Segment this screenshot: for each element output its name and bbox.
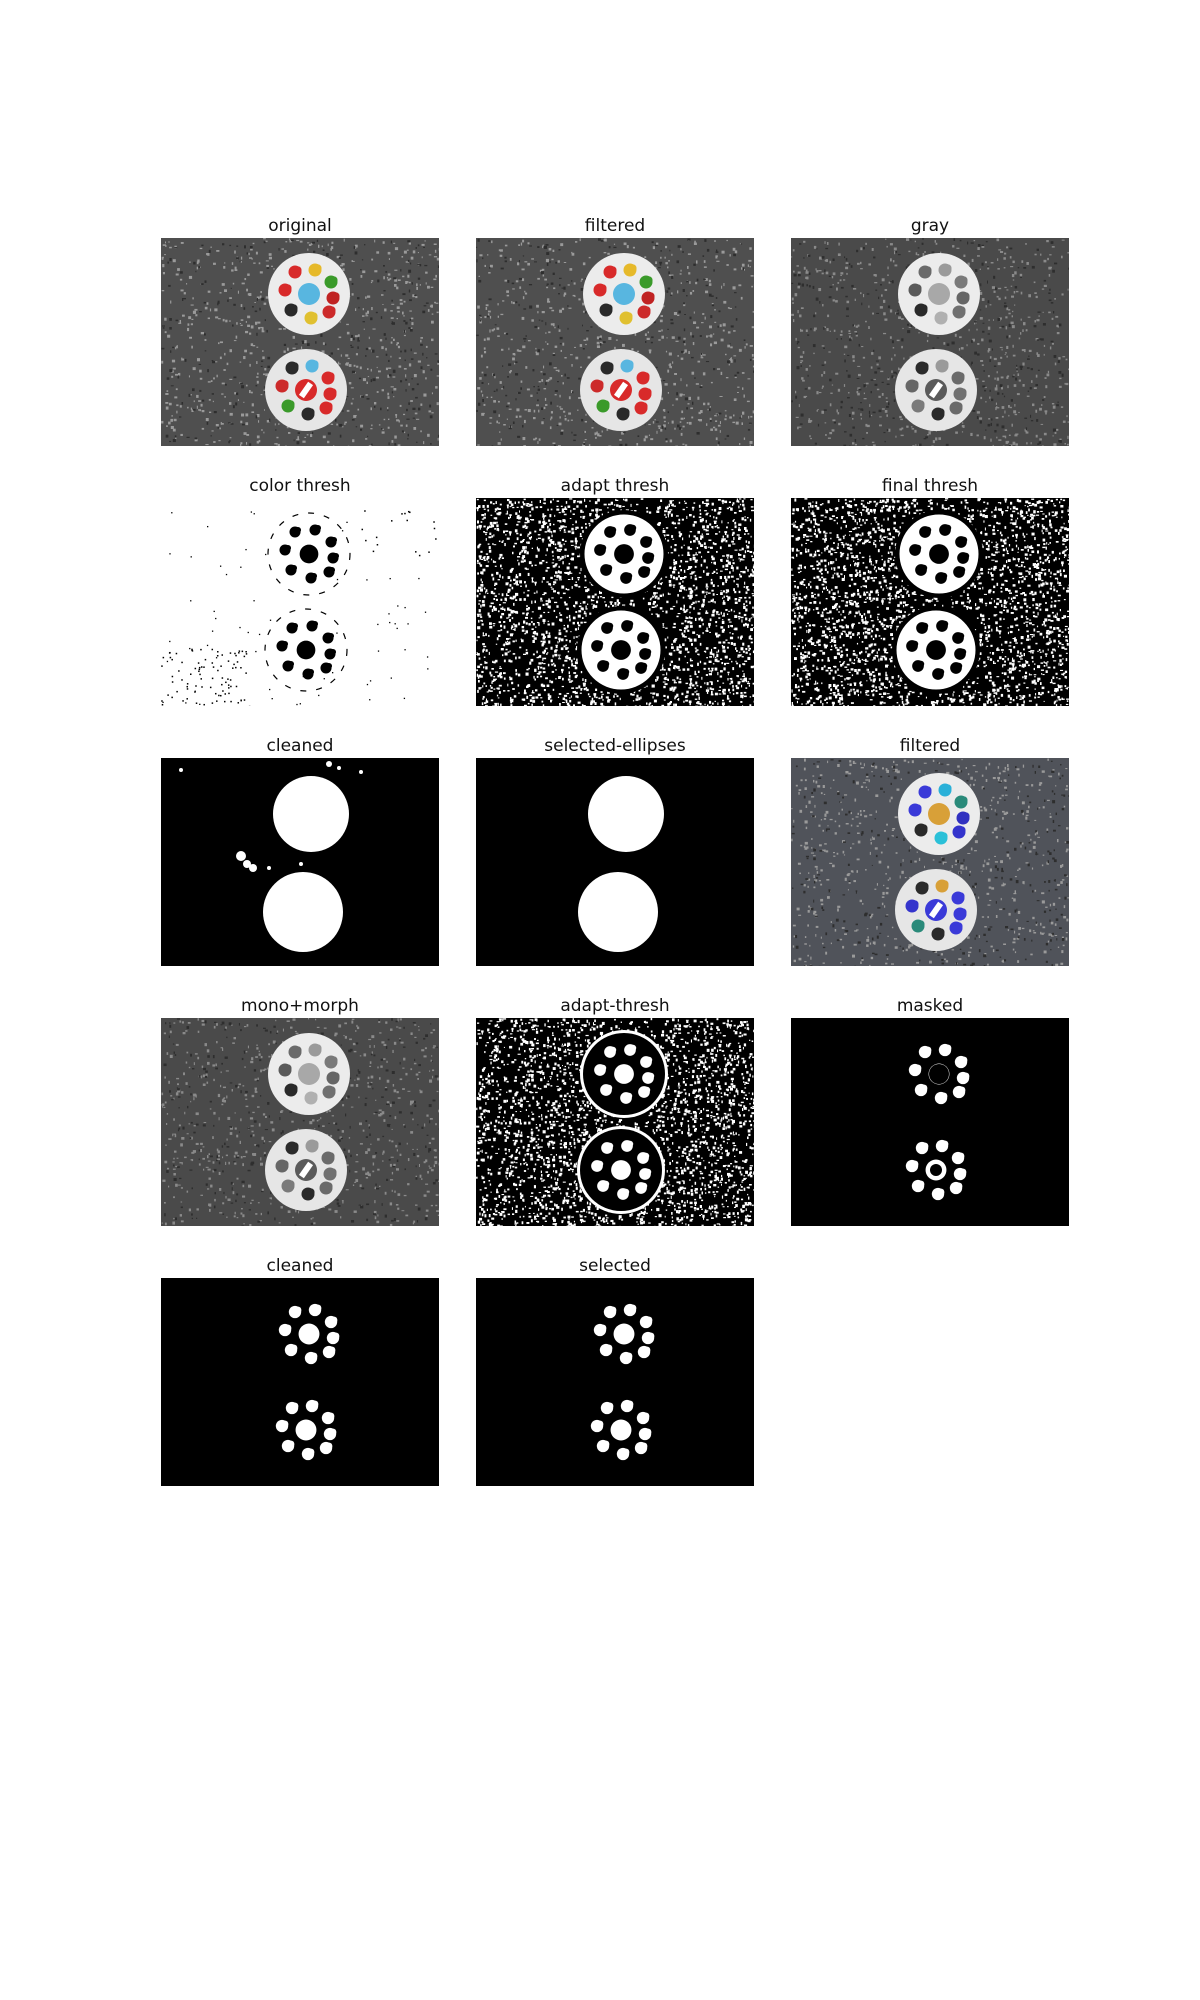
image-filtered-bluish (791, 758, 1069, 966)
image-selected-shapes (476, 1278, 754, 1486)
panel-title: adapt-thresh (560, 996, 670, 1016)
image-mono-morph (161, 1018, 439, 1226)
image-color-thresh (161, 498, 439, 706)
image-adapt-thresh-2 (476, 1018, 754, 1226)
panel-title: original (268, 216, 332, 236)
image-selected-ellipses (476, 758, 754, 966)
image-cleaned (161, 758, 439, 966)
panel-title: color thresh (249, 476, 351, 496)
image-gray (791, 238, 1069, 446)
panel-title: adapt thresh (560, 476, 670, 496)
image-final-thresh (791, 498, 1069, 706)
panel-title: gray (910, 216, 950, 236)
panel-title: selected (579, 1256, 651, 1276)
panel-title: filtered (899, 736, 961, 756)
image-adapt-thresh (476, 498, 754, 706)
panel-title: filtered (584, 216, 646, 236)
image-original (161, 238, 439, 446)
panel-title: cleaned (266, 736, 334, 756)
image-cleaned-shapes (161, 1278, 439, 1486)
panel-title: final thresh (881, 476, 979, 496)
image-masked (791, 1018, 1069, 1226)
panel-title: cleaned (266, 1256, 334, 1276)
panel-title: masked (896, 996, 964, 1016)
panel-title: selected-ellipses (544, 736, 686, 756)
image-filtered (476, 238, 754, 446)
panel-title: mono+morph (241, 996, 359, 1016)
